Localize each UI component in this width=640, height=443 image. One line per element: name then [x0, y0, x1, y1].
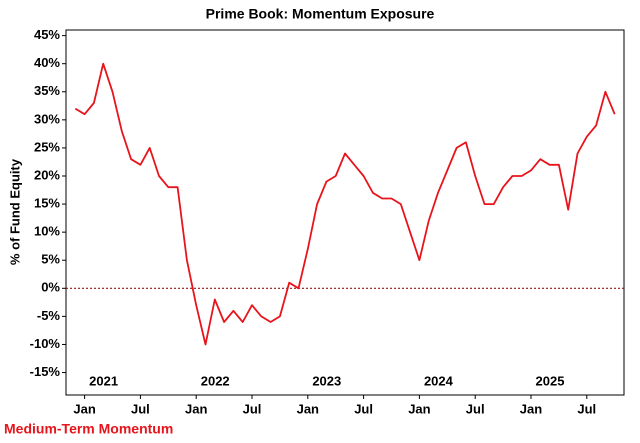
- y-tick-label: 40%: [34, 55, 60, 70]
- y-tick-label: 10%: [34, 224, 60, 239]
- y-tick-label: 30%: [34, 111, 60, 126]
- y-axis-label: % of Fund Equity: [7, 158, 22, 265]
- plot-frame: [65, 29, 625, 396]
- y-tick-label: 45%: [34, 27, 60, 42]
- y-tick-label: 15%: [34, 196, 60, 211]
- year-label: 2021: [89, 373, 118, 388]
- x-tick-label: Jul: [243, 401, 262, 416]
- x-tick-label: Jul: [577, 401, 596, 416]
- y-tick-label: 0%: [41, 280, 60, 295]
- year-label: 2024: [424, 373, 454, 388]
- x-tick-label: Jan: [520, 401, 542, 416]
- y-tick-label: -5%: [37, 308, 61, 323]
- year-label: 2025: [536, 373, 565, 388]
- year-label: 2023: [312, 373, 341, 388]
- y-tick-label: 20%: [34, 167, 60, 182]
- x-tick-label: Jul: [354, 401, 373, 416]
- x-tick-label: Jan: [408, 401, 430, 416]
- x-tick-label: Jul: [131, 401, 150, 416]
- x-tick-label: Jul: [466, 401, 485, 416]
- legend-label: Medium-Term Momentum: [4, 421, 173, 437]
- y-tick-label: -15%: [30, 364, 61, 379]
- y-tick-label: 35%: [34, 83, 60, 98]
- year-label: 2022: [201, 373, 230, 388]
- x-tick-label: Jan: [185, 401, 207, 416]
- x-tick-label: Jan: [297, 401, 319, 416]
- chart-title: Prime Book: Momentum Exposure: [206, 6, 435, 22]
- y-tick-label: 5%: [41, 252, 60, 267]
- y-tick-label: -10%: [30, 336, 61, 351]
- series-line: [74, 62, 616, 346]
- y-tick-label: 25%: [34, 139, 60, 154]
- x-tick-label: Jan: [73, 401, 95, 416]
